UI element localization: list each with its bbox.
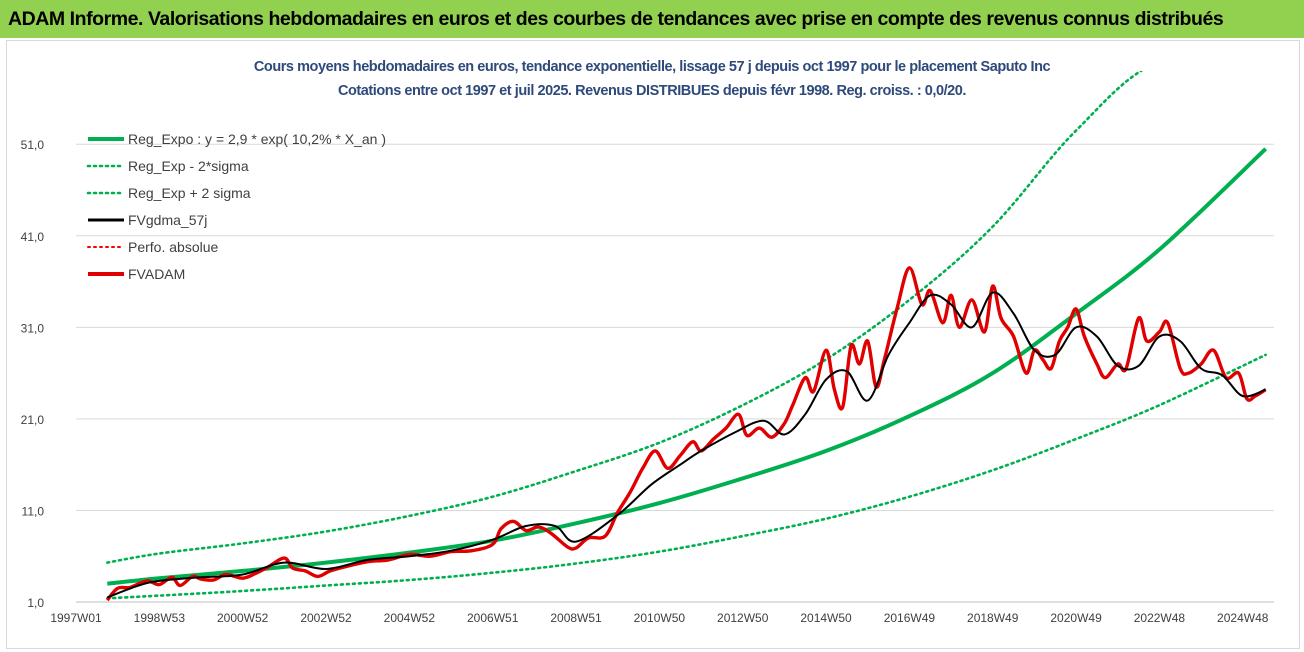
y-axis: 1,0 11,0 21,0 31,0 41,0 51,0 [21,138,45,610]
gridlines [76,143,1274,603]
x-tick-label: 2006W51 [467,611,519,625]
series-line-3 [106,291,1267,599]
y-tick-label: 51,0 [21,138,45,152]
x-tick-label: 2024W48 [1217,611,1269,625]
x-tick-label: 2002W52 [300,611,352,625]
x-tick-label: 2004W52 [384,611,436,625]
legend-label: FVgdma_57j [128,212,207,228]
banner-title: ADAM Informe. Valorisations hebdomadaire… [8,8,1224,30]
x-tick-label: 2016W49 [884,611,936,625]
legend-label: FVADAM [128,266,185,282]
y-tick-label: 11,0 [22,504,45,518]
x-tick-label: 2008W51 [550,611,602,625]
y-tick-label: 41,0 [21,230,45,244]
legend: Reg_Expo : y = 2,9 * exp( 10,2% * X_an )… [86,131,386,282]
x-tick-label: 1998W53 [134,611,186,625]
x-tick-label: 1997W01 [50,611,102,625]
series-line-2 [106,71,1144,564]
legend-label: Reg_Expo : y = 2,9 * exp( 10,2% * X_an ) [128,131,386,147]
y-tick-label: 31,0 [21,321,45,335]
x-tick-label: 2012W50 [717,611,769,625]
series-line-1 [106,353,1267,600]
series-lines [105,71,1268,602]
x-tick-label: 2010W50 [634,611,686,625]
y-tick-label: 21,0 [21,413,45,427]
x-axis: 1997W01 1998W53 2000W52 2002W52 2004W52 2006W… [50,601,1274,625]
legend-label: Reg_Exp + 2 sigma [128,185,251,201]
chart-title: Cours moyens hebdomadaires en euros, ten… [254,59,1051,75]
x-tick-label: 2014W50 [800,611,852,625]
legend-label: Reg_Exp - 2*sigma [128,158,249,174]
x-tick-label: 2022W48 [1134,611,1186,625]
series-line-0 [107,147,1268,586]
legend-label: Perfo. absolue [128,239,218,255]
trend-chart: Cours moyens hebdomadaires en euros, ten… [21,59,1274,625]
report-banner: ADAM Informe. Valorisations hebdomadaire… [0,0,1304,38]
y-tick-label: 1,0 [27,596,44,610]
series-line-5 [105,266,1267,602]
chart-subtitle: Cotations entre oct 1997 et juil 2025. R… [338,83,966,99]
x-tick-label: 2020W49 [1050,611,1102,625]
x-tick-label: 2000W52 [217,611,269,625]
x-tick-label: 2018W49 [967,611,1019,625]
chart-frame: Cours moyens hebdomadaires en euros, ten… [6,40,1300,649]
